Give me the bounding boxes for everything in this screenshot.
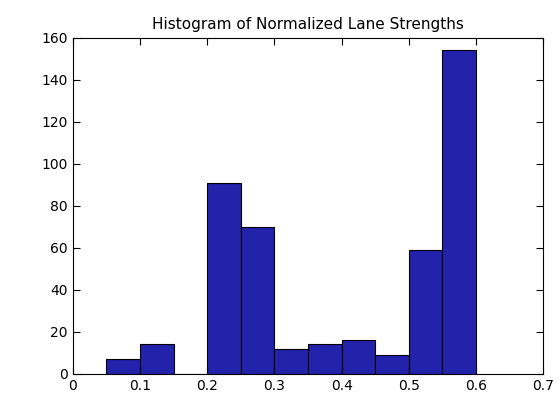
Bar <box>140 344 174 374</box>
Bar <box>308 344 342 374</box>
Bar <box>241 227 274 374</box>
Title: Histogram of Normalized Lane Strengths: Histogram of Normalized Lane Strengths <box>152 18 464 32</box>
Bar <box>375 355 409 374</box>
Bar <box>274 349 308 374</box>
Bar <box>409 250 442 374</box>
Bar <box>342 340 375 374</box>
Bar <box>207 183 241 374</box>
Bar <box>106 359 140 374</box>
Bar <box>442 50 476 374</box>
